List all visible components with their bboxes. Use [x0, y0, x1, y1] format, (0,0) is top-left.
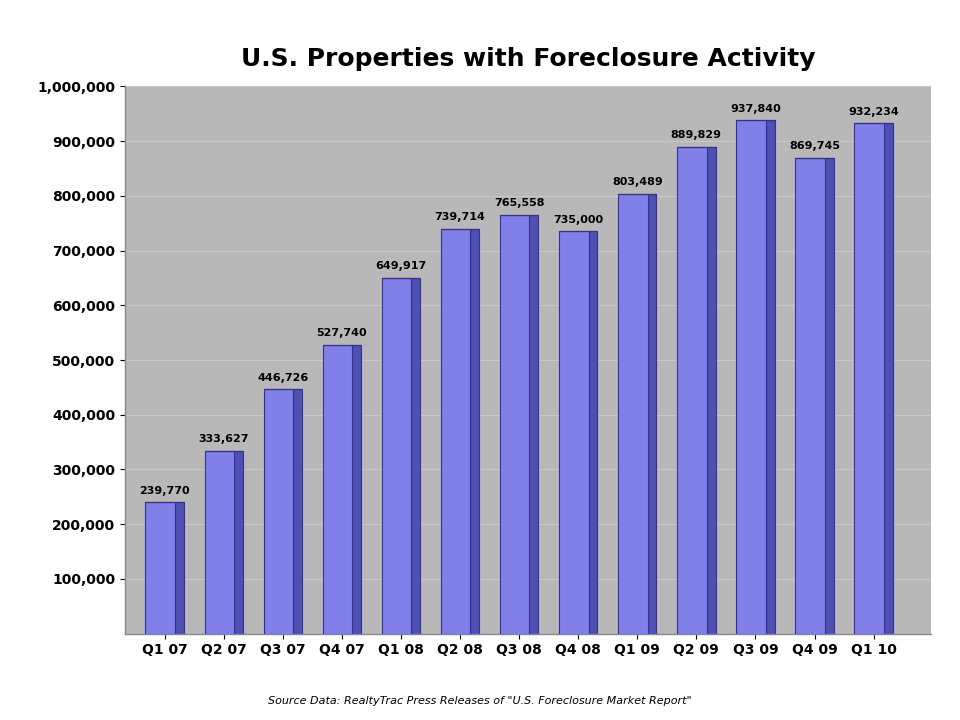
Bar [204, 451, 234, 634]
Text: 932,234: 932,234 [849, 107, 899, 117]
Bar [618, 194, 648, 634]
Polygon shape [293, 389, 302, 634]
Title: U.S. Properties with Foreclosure Activity: U.S. Properties with Foreclosure Activit… [241, 47, 815, 71]
Bar [264, 389, 293, 634]
Polygon shape [352, 345, 361, 634]
Text: 239,770: 239,770 [139, 486, 190, 496]
Text: 446,726: 446,726 [257, 372, 308, 382]
Polygon shape [766, 120, 775, 634]
Text: 937,840: 937,840 [730, 104, 780, 114]
Bar [854, 124, 884, 634]
Polygon shape [470, 229, 479, 634]
Bar [323, 345, 352, 634]
Bar [677, 147, 707, 634]
Polygon shape [707, 147, 715, 634]
Text: 803,489: 803,489 [612, 177, 662, 187]
Bar [146, 503, 175, 634]
Text: 765,558: 765,558 [493, 198, 544, 208]
Text: 649,917: 649,917 [375, 261, 426, 271]
Polygon shape [884, 124, 893, 634]
Polygon shape [825, 158, 833, 634]
Text: 527,740: 527,740 [317, 328, 368, 338]
Text: Source Data: RealtyTrac Press Releases of "U.S. Foreclosure Market Report": Source Data: RealtyTrac Press Releases o… [268, 696, 692, 706]
Polygon shape [175, 503, 184, 634]
Polygon shape [530, 215, 539, 634]
Text: 869,745: 869,745 [789, 141, 840, 151]
Polygon shape [411, 278, 420, 634]
Polygon shape [588, 231, 597, 634]
Bar [500, 215, 530, 634]
Bar [382, 278, 411, 634]
Bar [795, 158, 825, 634]
Polygon shape [234, 451, 243, 634]
Text: 333,627: 333,627 [199, 434, 249, 444]
Text: 889,829: 889,829 [671, 130, 722, 140]
Bar [559, 231, 588, 634]
Text: 739,714: 739,714 [435, 212, 486, 222]
Text: 735,000: 735,000 [553, 215, 603, 225]
Bar [441, 229, 470, 634]
Polygon shape [648, 194, 657, 634]
Bar [736, 120, 766, 634]
